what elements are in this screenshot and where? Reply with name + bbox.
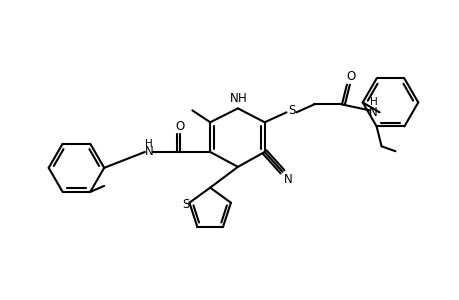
Text: S: S — [181, 198, 189, 211]
Text: N: N — [144, 146, 153, 158]
Text: N: N — [284, 173, 292, 186]
Text: O: O — [175, 120, 185, 133]
Text: S: S — [288, 104, 296, 117]
Text: H: H — [237, 92, 246, 105]
Text: H: H — [369, 98, 377, 107]
Text: N: N — [229, 92, 238, 105]
Text: H: H — [145, 139, 152, 149]
Text: N: N — [369, 106, 377, 119]
Text: O: O — [346, 70, 355, 83]
